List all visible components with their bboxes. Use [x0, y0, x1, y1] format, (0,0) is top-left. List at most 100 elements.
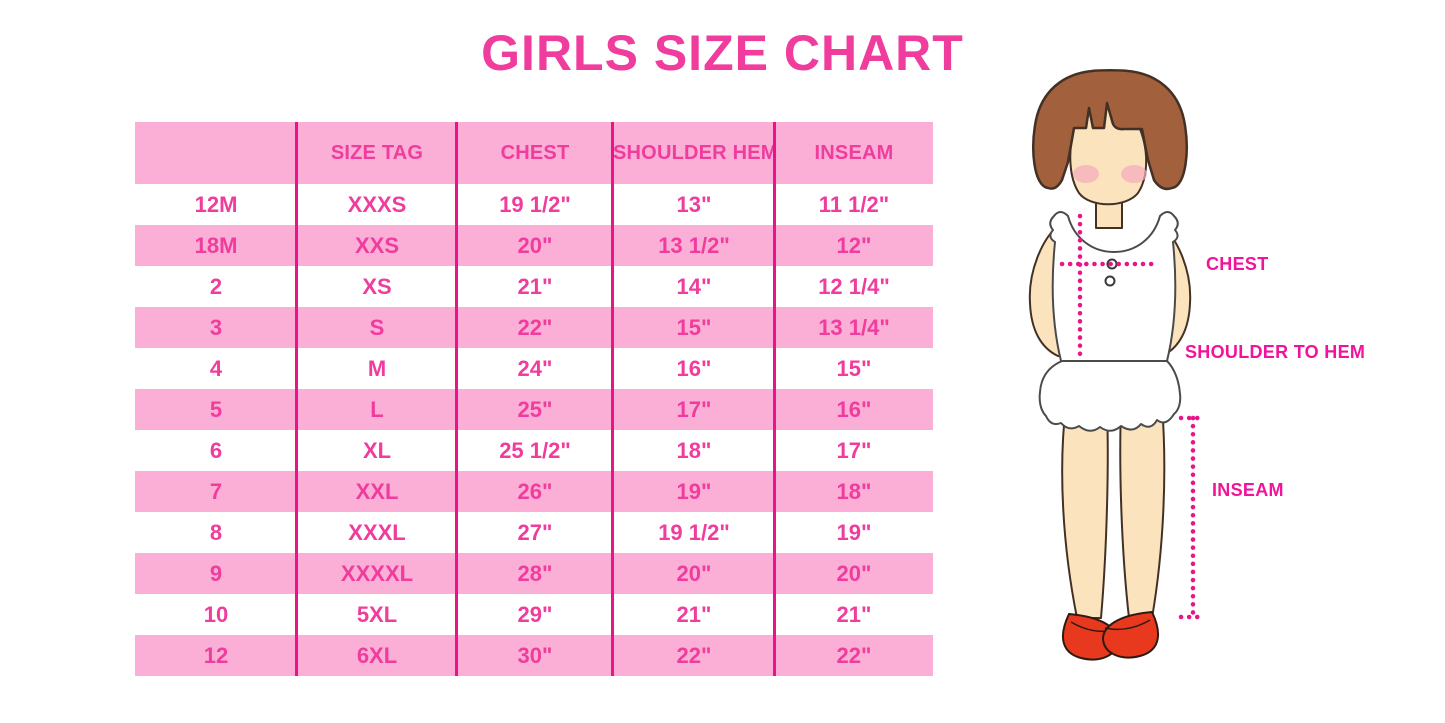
table-cell: 13 1/2"	[658, 232, 730, 258]
table-row: 4 M 24" 16" 15"	[135, 348, 933, 389]
table-cell: 26"	[517, 478, 553, 504]
table-cell: 8	[209, 519, 223, 545]
table-cell: XXS	[354, 232, 400, 258]
table-cell: 22"	[836, 642, 872, 668]
table-cell: 19 1/2"	[499, 191, 571, 217]
column-header: SHOULDER HEM	[613, 141, 775, 164]
girl-skirt	[1038, 360, 1182, 432]
table-cell: 18"	[836, 478, 872, 504]
table-row: 12 6XL 30" 22" 22"	[135, 635, 933, 676]
girl-left-leg	[1061, 404, 1109, 619]
table-row: SIZE TAG CHEST SHOULDER HEM INSEAM	[135, 122, 933, 184]
table-cell: 25 1/2"	[499, 437, 571, 463]
table-cell: 25"	[517, 396, 553, 422]
girl-shirt	[1049, 211, 1179, 362]
table-cell: 11 1/2"	[818, 191, 890, 217]
table-cell: 20"	[517, 232, 553, 258]
table-row: 2 XS 21" 14" 12 1/4"	[135, 266, 933, 307]
table-cell: 6XL	[356, 642, 398, 668]
table-cell: 17"	[676, 396, 712, 422]
table-cell: M	[367, 355, 387, 381]
table-cell: 22"	[676, 642, 712, 668]
table-cell: 15"	[676, 314, 712, 340]
column-divider	[611, 122, 614, 676]
table-cell: XXL	[355, 478, 399, 504]
table-row: 12M XXXS 19 1/2" 13" 11 1/2"	[135, 184, 933, 225]
girl-measurement-illustration	[1028, 69, 1208, 661]
table-cell: 19 1/2"	[658, 519, 730, 545]
table-cell: XXXXL	[340, 560, 414, 586]
table-cell: 21"	[836, 601, 872, 627]
girl-blush	[1121, 165, 1147, 183]
table-cell: 16"	[676, 355, 712, 381]
column-header: CHEST	[500, 141, 570, 164]
table-cell: 13 1/4"	[818, 314, 890, 340]
table-cell: 27"	[517, 519, 553, 545]
table-row: 5 L 25" 17" 16"	[135, 389, 933, 430]
table-cell: 13"	[676, 191, 712, 217]
table-row: 9 XXXXL 28" 20" 20"	[135, 553, 933, 594]
table-cell: 12	[203, 642, 229, 668]
table-cell: 7	[209, 478, 223, 504]
table-cell: 6	[209, 437, 223, 463]
table-cell: 20"	[676, 560, 712, 586]
table-row: 6 XL 25 1/2" 18" 17"	[135, 430, 933, 471]
table-cell: 21"	[517, 273, 553, 299]
table-cell: 17"	[836, 437, 872, 463]
table-cell: 12M	[194, 191, 238, 217]
table-row: 18M XXS 20" 13 1/2" 12"	[135, 225, 933, 266]
table-cell: 15"	[836, 355, 872, 381]
table-cell: XXXL	[348, 519, 406, 545]
girl-right-shoe	[1102, 611, 1160, 659]
chest-label: CHEST	[1206, 254, 1269, 274]
table-cell: 10	[203, 601, 229, 627]
table-cell: 14"	[676, 273, 712, 299]
girl-right-shoe-strap	[1104, 619, 1151, 631]
girl-blush	[1073, 165, 1099, 183]
table-row: 3 S 22" 15" 13 1/4"	[135, 307, 933, 348]
table-cell: L	[370, 396, 384, 422]
size-table-body: 12M XXXS 19 1/2" 13" 11 1/2" 18M XXS 20" 13 1/2"…	[135, 184, 933, 676]
table-cell: XXXS	[347, 191, 407, 217]
table-cell: 5	[209, 396, 223, 422]
table-cell: 12"	[836, 232, 872, 258]
column-divider	[295, 122, 298, 676]
inseam-label: INSEAM	[1212, 480, 1284, 500]
table-cell: 28"	[517, 560, 553, 586]
table-cell: 9	[209, 560, 223, 586]
table-cell: 3	[209, 314, 223, 340]
shoulder-to-hem-label: SHOULDER TO HEM	[1185, 342, 1366, 362]
girl-shirt-button	[1104, 275, 1116, 287]
table-cell: 4	[209, 355, 223, 381]
table-cell: 12 1/4"	[818, 273, 890, 299]
table-cell: 21"	[676, 601, 712, 627]
size-chart-table: SIZE TAG CHEST SHOULDER HEM INSEAM 12M XXXS 1…	[135, 122, 933, 676]
table-cell: 20"	[836, 560, 872, 586]
table-cell: 16"	[836, 396, 872, 422]
table-cell: 29"	[517, 601, 553, 627]
table-header-row: SIZE TAG CHEST SHOULDER HEM INSEAM	[135, 122, 933, 184]
girl-right-leg	[1119, 404, 1166, 619]
page-title: GIRLS SIZE CHART	[481, 25, 964, 81]
table-cell: 19"	[836, 519, 872, 545]
table-cell: XS	[362, 273, 392, 299]
table-cell: 18"	[676, 437, 712, 463]
column-divider	[455, 122, 458, 676]
column-divider	[773, 122, 776, 676]
table-row: 8 XXXL 27" 19 1/2" 19"	[135, 512, 933, 553]
table-cell: 24"	[517, 355, 553, 381]
column-header: SIZE TAG	[330, 141, 424, 164]
table-cell: 22"	[517, 314, 553, 340]
table-cell: 30"	[517, 642, 553, 668]
table-cell: 18M	[194, 232, 238, 258]
table-cell: XL	[362, 437, 392, 463]
table-cell: 19"	[676, 478, 712, 504]
table-cell: S	[369, 314, 385, 340]
girl-hair	[1032, 69, 1188, 191]
table-cell: 5XL	[356, 601, 398, 627]
table-row: 10 5XL 29" 21" 21"	[135, 594, 933, 635]
column-header: INSEAM	[814, 141, 894, 164]
table-row: 7 XXL 26" 19" 18"	[135, 471, 933, 512]
table-cell: 2	[209, 273, 223, 299]
